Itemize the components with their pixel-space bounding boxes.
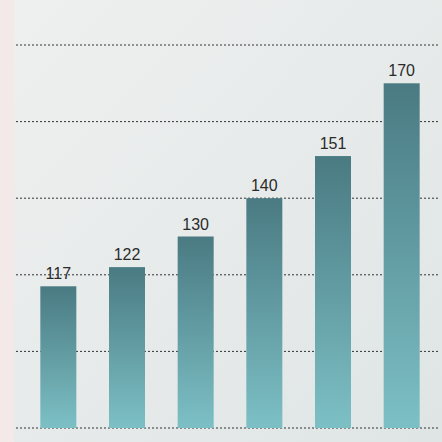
grid-line <box>16 45 440 46</box>
grid-line <box>16 428 440 429</box>
grid-line <box>16 274 440 275</box>
bar <box>178 237 214 429</box>
background <box>14 0 442 442</box>
data-label: 151 <box>320 135 347 152</box>
bar <box>40 286 76 428</box>
chart: 117 122 130 140 151 170 <box>0 0 442 442</box>
data-label: 117 <box>46 265 72 282</box>
data-label: 170 <box>388 62 415 79</box>
grid-line <box>16 351 440 352</box>
bar <box>109 267 145 428</box>
data-label: 130 <box>182 216 209 233</box>
bar <box>315 156 351 428</box>
data-label: 140 <box>251 177 278 194</box>
bars <box>40 83 419 428</box>
data-label: 122 <box>114 246 141 263</box>
bar <box>246 198 282 428</box>
bar <box>384 83 420 428</box>
grid-line <box>16 198 440 199</box>
grid-line <box>16 121 440 122</box>
